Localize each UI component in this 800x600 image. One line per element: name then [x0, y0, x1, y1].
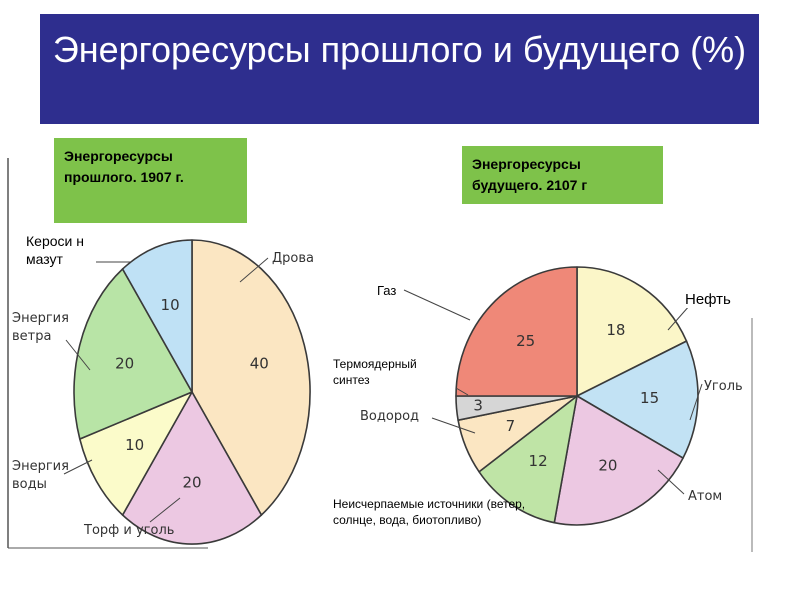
- handwritten-labels: Дрова Торф и уголь Энергия воды Энергия ветра…: [12, 251, 743, 538]
- pie1-value-5: 3: [473, 397, 483, 415]
- pie0-label-1: Торф и уголь: [83, 523, 174, 538]
- pie1-label-4: Водород: [360, 409, 419, 424]
- pie1-label-1: Уголь: [704, 379, 743, 394]
- pie1-value-3: 12: [529, 452, 548, 470]
- label-oil: Нефть: [682, 291, 734, 308]
- pie1-value-0: 18: [606, 321, 625, 339]
- pie0-value-3: 20: [115, 354, 134, 372]
- pie1-value-1: 15: [640, 389, 659, 407]
- pie1-value-4: 7: [506, 417, 516, 435]
- past-chart-caption: Энергоресурсы прошлого. 1907 г.: [54, 138, 247, 223]
- pie0-value-2: 10: [125, 436, 144, 454]
- leader-line-1: [149, 497, 181, 523]
- pie0-slice-0: [191, 239, 311, 516]
- leader-line-extra-2: [455, 387, 469, 396]
- pie1-label-2: Атом: [688, 489, 722, 504]
- pie1-slice-1: [576, 340, 699, 459]
- leader-line-3: [65, 339, 91, 371]
- pie0-slice-1: [121, 391, 263, 545]
- pie0-label-2: Энергия воды: [12, 459, 69, 492]
- pie1-value-2: 20: [598, 457, 617, 475]
- future-pie-chart: 18 15 20 12 7 3 25: [455, 266, 699, 526]
- pie0-slice-2: [79, 391, 193, 516]
- pie0-label-3: Энергия ветра: [12, 311, 69, 344]
- past-pie-chart: 40 20 10 20 10: [73, 239, 311, 545]
- pie1-slice-0: [576, 266, 688, 397]
- label-fusion: Термоядерный синтез: [333, 357, 417, 387]
- leader-line-0: [239, 257, 269, 283]
- pie1-value-6: 25: [516, 332, 535, 350]
- pie0-label-0: Дрова: [272, 251, 314, 266]
- future-chart-caption: Энергоресурсы будущего. 2107 г: [462, 146, 663, 204]
- leader-line-4: [689, 383, 703, 421]
- label-kerosene: Кероси н мазут: [26, 232, 96, 268]
- pie0-slice-4: [121, 239, 193, 393]
- leader-line-extra-1: [403, 289, 471, 321]
- leader-line-2: [63, 459, 93, 475]
- leader-line-6: [431, 417, 476, 434]
- pie0-value-4: 10: [161, 296, 180, 314]
- pie1-slice-6: [455, 266, 578, 397]
- pie0-slice-3: [73, 268, 193, 440]
- pie1-slice-3: [478, 395, 578, 524]
- leader-line-5: [657, 469, 685, 495]
- pie0-value-1: 20: [182, 474, 201, 492]
- pie0-value-0: 40: [250, 354, 269, 372]
- leader-line-extra-3: [667, 304, 691, 331]
- slide-title: Энергоресурсы прошлого и будущего (%): [52, 29, 747, 70]
- label-gas: Газ: [377, 283, 397, 298]
- label-renewables: Неисчерпаемые источники (ветер, солнце, …: [333, 497, 526, 527]
- pie1-slice-2: [553, 395, 684, 526]
- title-bar: Энергоресурсы прошлого и будущего (%): [40, 14, 759, 124]
